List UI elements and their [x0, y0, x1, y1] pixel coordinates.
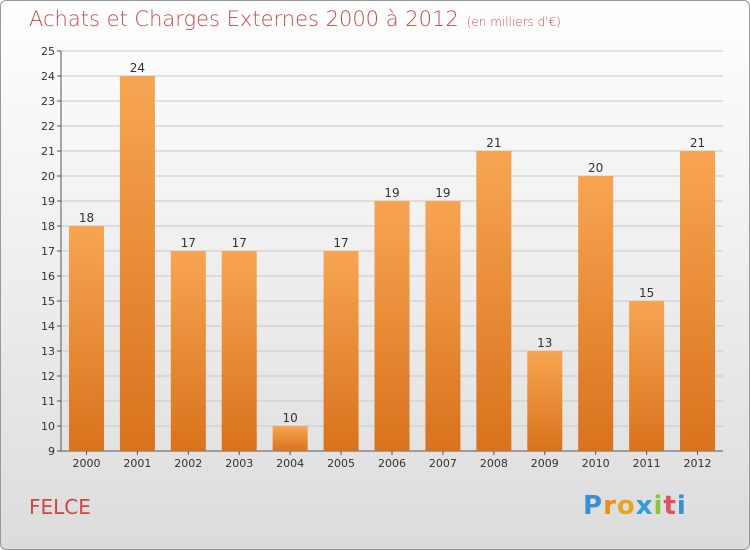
- bar: [527, 351, 563, 451]
- x-tick-label: 2009: [531, 457, 559, 470]
- bar-value-label: 19: [435, 186, 450, 200]
- y-tick-label: 10: [41, 420, 55, 433]
- bar: [221, 251, 257, 451]
- bar-value-label: 18: [79, 211, 94, 225]
- chart-subtitle: (en milliers d'€): [466, 15, 561, 29]
- x-tick-label: 2008: [480, 457, 508, 470]
- bar-value-label: 17: [232, 236, 247, 250]
- y-tick-label: 20: [41, 170, 55, 183]
- bar: [680, 151, 716, 451]
- y-tick-label: 16: [41, 270, 55, 283]
- bar: [119, 76, 155, 451]
- proxiti-logo: Proxiti: [583, 491, 687, 521]
- y-tick-label: 19: [41, 195, 55, 208]
- bar: [476, 151, 512, 451]
- y-tick-label: 14: [41, 320, 55, 333]
- y-tick-label: 9: [48, 445, 55, 458]
- x-tick-label: 2002: [174, 457, 202, 470]
- x-tick-label: 2011: [633, 457, 661, 470]
- bar-value-label: 17: [181, 236, 196, 250]
- x-tick-label: 2012: [684, 457, 712, 470]
- y-tick-label: 13: [41, 345, 55, 358]
- bar-value-label: 24: [130, 61, 145, 75]
- bar: [323, 251, 359, 451]
- chart-title-text: Achats et Charges Externes 2000 à 2012: [29, 7, 459, 31]
- x-tick-label: 2003: [225, 457, 253, 470]
- commune-name: FELCE: [29, 495, 91, 519]
- bar: [629, 301, 665, 451]
- bar: [68, 226, 104, 451]
- y-tick-label: 12: [41, 370, 55, 383]
- x-tick-label: 2007: [429, 457, 457, 470]
- bar: [578, 176, 614, 451]
- y-tick-label: 11: [41, 395, 55, 408]
- bar-value-label: 15: [639, 286, 654, 300]
- bar-value-label: 13: [537, 336, 552, 350]
- bar: [374, 201, 410, 451]
- bar: [425, 201, 461, 451]
- y-tick-label: 24: [41, 70, 55, 83]
- y-tick-label: 23: [41, 95, 55, 108]
- x-tick-label: 2001: [123, 457, 151, 470]
- y-tick-label: 25: [41, 45, 55, 58]
- x-tick-label: 2000: [72, 457, 100, 470]
- x-tick-label: 2005: [327, 457, 355, 470]
- bar-value-label: 19: [384, 186, 399, 200]
- bar: [272, 426, 308, 451]
- x-tick-label: 2004: [276, 457, 304, 470]
- bar: [170, 251, 206, 451]
- y-tick-label: 17: [41, 245, 55, 258]
- y-tick-label: 18: [41, 220, 55, 233]
- y-tick-label: 15: [41, 295, 55, 308]
- y-tick-label: 21: [41, 145, 55, 158]
- x-tick-label: 2006: [378, 457, 406, 470]
- x-tick-label: 2010: [582, 457, 610, 470]
- bar-value-label: 21: [690, 136, 705, 150]
- bar-value-label: 21: [486, 136, 501, 150]
- bar-value-label: 10: [283, 411, 298, 425]
- y-tick-label: 22: [41, 120, 55, 133]
- bar-value-label: 17: [333, 236, 348, 250]
- chart-title: Achats et Charges Externes 2000 à 2012 (e…: [29, 7, 561, 31]
- bar-value-label: 20: [588, 161, 603, 175]
